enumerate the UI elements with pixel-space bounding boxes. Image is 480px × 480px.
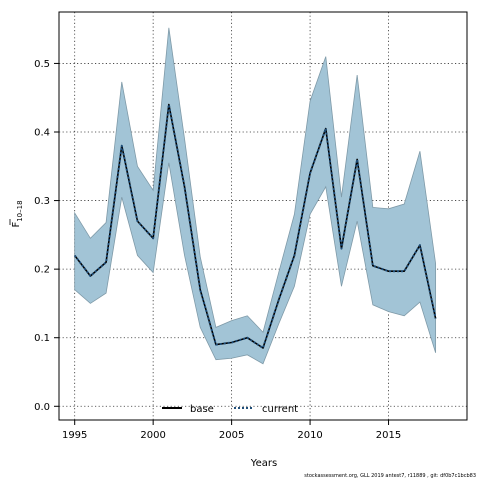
y-axis-title-sub: 10–18 [16, 200, 24, 221]
y-tick-label: 0.3 [34, 196, 50, 207]
series-line-current [73, 103, 437, 349]
legend-label-current: current [262, 404, 298, 415]
x-tick-label: 2010 [297, 430, 322, 441]
x-tick-label: 2015 [376, 430, 401, 441]
legend-label-base: base [190, 404, 214, 415]
y-axis-title-main: F [11, 222, 22, 228]
legend: base current [162, 404, 298, 415]
y-tick-label: 0.4 [34, 128, 50, 139]
x-tick-label: 1995 [62, 430, 87, 441]
y-tick-label: 0.5 [34, 59, 50, 70]
confidence-band [74, 27, 437, 365]
x-axis-title: Years [250, 458, 277, 469]
x-axis: 1995 2000 2005 2010 2015 [62, 420, 401, 441]
y-tick-label: 0.0 [34, 402, 50, 413]
y-tick-label: 0.1 [34, 333, 50, 344]
y-axis: 0.0 0.1 0.2 0.3 0.4 0.5 [34, 59, 59, 413]
y-axis-title: F10–18 [9, 200, 24, 228]
svg-text:F10–18: F10–18 [11, 200, 24, 227]
y-tick-label: 0.2 [34, 265, 50, 276]
x-tick-label: 2005 [219, 430, 244, 441]
footer-text: stockassessment.org, GLL 2019 antest7, r… [304, 473, 476, 479]
x-tick-label: 2000 [140, 430, 165, 441]
series-lines [73, 103, 437, 349]
plot-frame [58, 11, 468, 421]
